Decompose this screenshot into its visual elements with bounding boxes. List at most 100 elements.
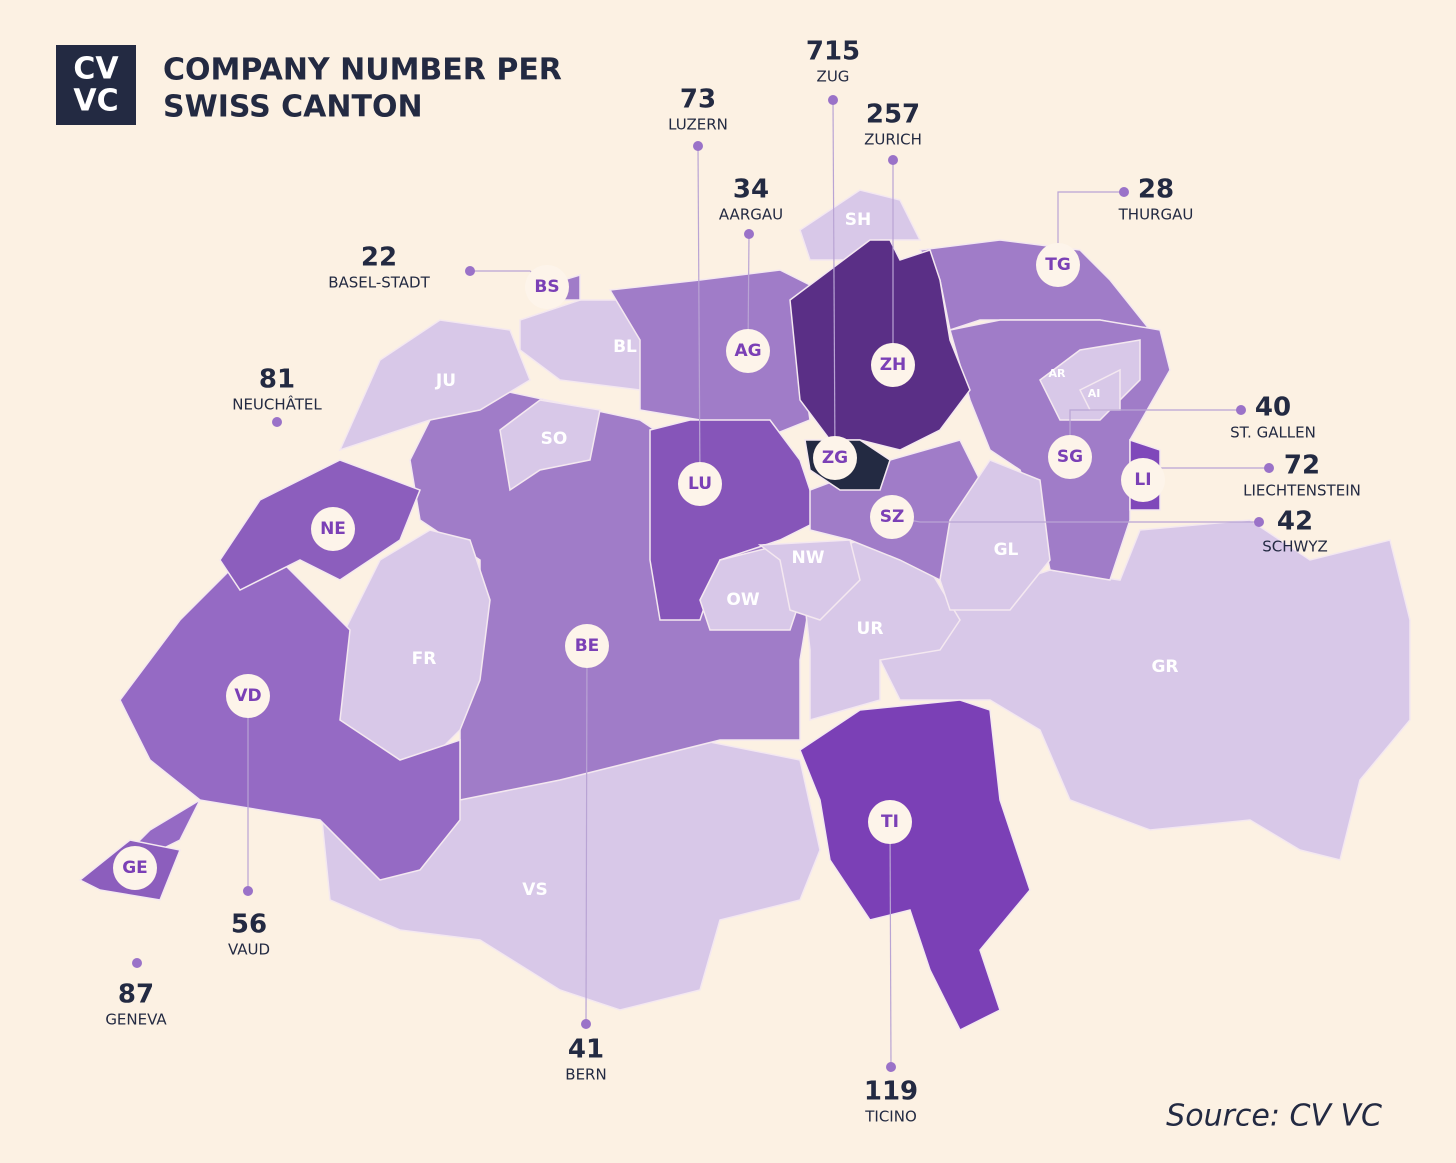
callout-value: 119: [864, 1077, 918, 1107]
callout-name: GENEVA: [105, 1011, 167, 1029]
callout-value: 34: [733, 175, 769, 205]
callout-dot: [744, 229, 754, 239]
canton-code: NW: [792, 548, 825, 568]
canton-code: BL: [613, 337, 637, 357]
callout-name: LUZERN: [668, 116, 728, 134]
callout-value: 41: [568, 1035, 604, 1065]
leader-line: [889, 821, 892, 1068]
canton-code: GL: [994, 540, 1019, 560]
canton-code: GR: [1151, 657, 1178, 677]
callout-dot: [1264, 463, 1274, 473]
canton: [99, 559, 461, 881]
callout-dot: [465, 266, 475, 276]
leader-line: [832, 99, 836, 459]
badge: [813, 436, 857, 480]
callout-name: LIECHTENSTEIN: [1243, 482, 1361, 500]
callout-value: 28: [1138, 175, 1174, 205]
canton-code: VS: [522, 880, 547, 900]
canton: [799, 189, 922, 261]
canton-code: SH: [845, 210, 871, 230]
canton-code: SG: [1057, 447, 1083, 467]
badge: [226, 674, 270, 718]
callout-name: BERN: [565, 1066, 606, 1084]
badge: [678, 462, 722, 506]
callout-name: ST. GALLEN: [1230, 424, 1316, 442]
canton-code: SZ: [880, 507, 905, 527]
canton-code: BE: [575, 636, 600, 656]
callout-name: VAUD: [228, 941, 270, 959]
canton-code: UR: [857, 619, 884, 639]
callout-value: 22: [361, 243, 397, 273]
canton-code: SO: [541, 429, 568, 449]
canton: [757, 539, 861, 621]
callout-name: BASEL-STADT: [328, 274, 430, 292]
canton: [799, 699, 1031, 1032]
callout-value: 87: [118, 980, 154, 1010]
callout-value: 40: [1255, 393, 1291, 423]
callout-dot: [132, 958, 142, 968]
callout-value: 73: [680, 85, 716, 115]
canton-code: LI: [1134, 470, 1151, 490]
badge: [1036, 243, 1080, 287]
callout-dot: [1236, 405, 1246, 415]
canton-code: TI: [881, 812, 899, 832]
canton-code: AR: [1049, 367, 1067, 380]
canton-code: BS: [534, 277, 559, 297]
callout-dot: [581, 1019, 591, 1029]
canton-code: LU: [688, 474, 712, 494]
callout-dot: [828, 95, 838, 105]
callout-value: 257: [866, 100, 920, 130]
callout-name: SCHWYZ: [1262, 538, 1328, 556]
badge: [1048, 435, 1092, 479]
canton-code: TG: [1045, 255, 1071, 275]
callout-dot: [1254, 517, 1264, 527]
callout-value: 81: [259, 365, 295, 395]
badge: [726, 329, 770, 373]
badge: [311, 507, 355, 551]
canton: [499, 399, 601, 492]
title: COMPANY NUMBER PER: [163, 53, 562, 88]
callout-value: 72: [1284, 451, 1320, 481]
logo: [56, 45, 136, 125]
canton: [338, 319, 531, 452]
callout-dot: [272, 417, 282, 427]
canton-code: AG: [734, 341, 761, 361]
canton: [939, 459, 1051, 611]
logo-text: VC: [73, 84, 118, 119]
badge: [871, 343, 915, 387]
canton-code: ZG: [822, 448, 848, 468]
badge: [870, 495, 914, 539]
badge: [868, 800, 912, 844]
callout-dot: [243, 886, 253, 896]
callout-name: TICINO: [864, 1108, 917, 1126]
canton-code: FR: [412, 649, 437, 669]
callout-name: ZURICH: [864, 131, 922, 149]
map: VS GR TI BE UR FR VD NE GE JU SO BL BS AG SH TG SG AR AI LI…: [78, 99, 1411, 1068]
canton-code: ZH: [880, 355, 907, 375]
badge: [1121, 458, 1165, 502]
callout-value: 56: [231, 910, 267, 940]
callout-dot: [886, 1062, 896, 1072]
callout-value: 42: [1277, 507, 1313, 537]
source: Source: CV VC: [1166, 1099, 1382, 1134]
leader-line: [585, 645, 588, 1025]
canton-code: JU: [435, 371, 456, 391]
callout-name: THURGAU: [1118, 206, 1194, 224]
leader-line: [697, 145, 701, 485]
badge: [525, 265, 569, 309]
callout-dot: [693, 141, 703, 151]
canton-code: NE: [320, 519, 346, 539]
title: SWISS CANTON: [163, 90, 423, 125]
leader-line: [1057, 191, 1124, 265]
canton-code: AI: [1088, 387, 1101, 400]
canton: [608, 269, 821, 441]
callout-name: AARGAU: [719, 206, 783, 224]
canton-code: GE: [122, 858, 148, 878]
canton-code: OW: [726, 590, 759, 610]
canton-code: VD: [234, 686, 261, 706]
logo-text: CV: [73, 52, 119, 87]
badge: [113, 846, 157, 890]
callout-dot: [1119, 187, 1129, 197]
